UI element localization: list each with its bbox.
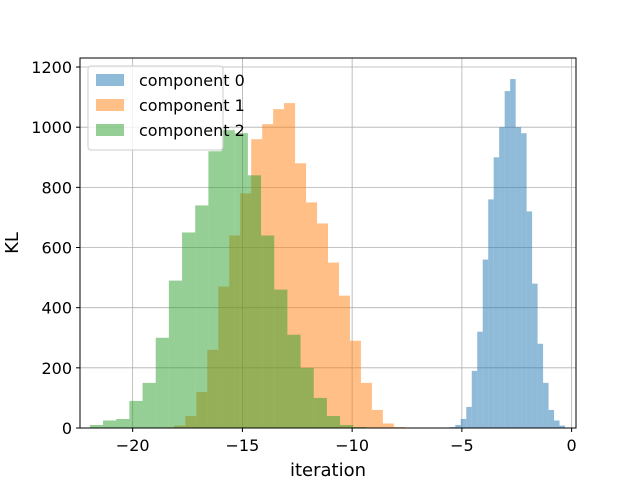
legend: component 0 component 1 component 2 [87, 65, 245, 151]
y-tick-label: 600 [41, 239, 72, 258]
histogram-bar [455, 424, 461, 428]
histogram-bar [328, 262, 339, 428]
histogram-bar [515, 127, 522, 429]
histogram-bar [168, 280, 183, 428]
histogram-bar [360, 382, 372, 428]
histogram-bar [273, 109, 285, 428]
histogram-bars [89, 79, 566, 429]
histogram-bar [340, 424, 354, 428]
histogram-bar [460, 418, 467, 428]
histogram-bar [142, 382, 156, 428]
histogram-bar [532, 283, 538, 428]
y-tick-label: 1000 [31, 118, 72, 137]
legend-label: component 2 [139, 121, 245, 140]
histogram-bar [543, 382, 549, 428]
y-tick-label: 800 [41, 178, 72, 197]
histogram-bar [477, 331, 483, 428]
histogram-bar [221, 130, 235, 428]
histogram-bar [287, 334, 301, 428]
x-tick-label: 0 [567, 436, 577, 455]
histogram-bar [499, 127, 505, 429]
y-tick-label: 200 [41, 359, 72, 378]
x-tick-label: −15 [226, 436, 260, 455]
y-tick-label: 1200 [31, 58, 72, 77]
legend-label: component 1 [139, 96, 245, 115]
histogram-bar [521, 133, 527, 428]
histogram-bar [466, 406, 472, 428]
legend-label: component 0 [139, 71, 245, 90]
histogram-bar [247, 175, 262, 428]
histogram-bar [208, 151, 222, 429]
histogram-bar [306, 202, 318, 428]
histogram-bar [349, 340, 361, 428]
x-axis-label: iteration [290, 460, 366, 480]
x-tick-label: −20 [116, 436, 150, 455]
histogram-bar [537, 343, 544, 428]
legend-swatch [96, 99, 124, 111]
histogram-bar [195, 205, 209, 428]
histogram-bar [295, 163, 307, 428]
series-2-bars [89, 130, 367, 429]
plot-frame [79, 57, 577, 429]
histogram-bar [488, 199, 494, 428]
histogram-bar [371, 409, 383, 428]
histogram-bar [548, 409, 555, 428]
histogram-bar [129, 400, 143, 428]
histogram-bar [559, 425, 566, 428]
histogram-bar [471, 370, 478, 428]
histogram-bar [482, 259, 489, 428]
histogram-bar [116, 418, 130, 428]
y-axis-ticks: 0 200 400 600 800 1000 1200 [31, 58, 80, 438]
y-tick-label: 400 [41, 299, 72, 318]
histogram-bar [261, 235, 275, 428]
histogram-bar [182, 232, 196, 428]
histogram-bar [526, 211, 533, 428]
histogram-bar [554, 420, 560, 428]
x-tick-label: −5 [450, 436, 474, 455]
legend-swatch [96, 74, 124, 86]
histogram-bar [338, 295, 350, 428]
histogram-bar [300, 367, 314, 428]
histogram-bar [234, 133, 248, 428]
histogram-bar [313, 397, 327, 428]
histogram-bar [103, 420, 117, 428]
x-tick-label: −10 [335, 436, 369, 455]
histogram-bar [510, 79, 516, 428]
y-tick-label: 0 [62, 419, 72, 438]
histogram-bar [504, 91, 511, 429]
y-axis-label: KL [2, 232, 23, 254]
histogram-bar [326, 415, 341, 428]
histogram-bar [493, 157, 500, 428]
series-0-bars [449, 79, 566, 429]
legend-swatch [96, 124, 124, 136]
histogram-bar [89, 424, 104, 428]
histogram-bar [284, 103, 296, 428]
histogram-bar [382, 423, 394, 428]
x-axis-ticks: −20 −15 −10 −5 0 [116, 428, 577, 455]
histogram-bar [274, 289, 288, 428]
histogram-bar [317, 223, 328, 428]
histogram-bar [155, 337, 169, 428]
